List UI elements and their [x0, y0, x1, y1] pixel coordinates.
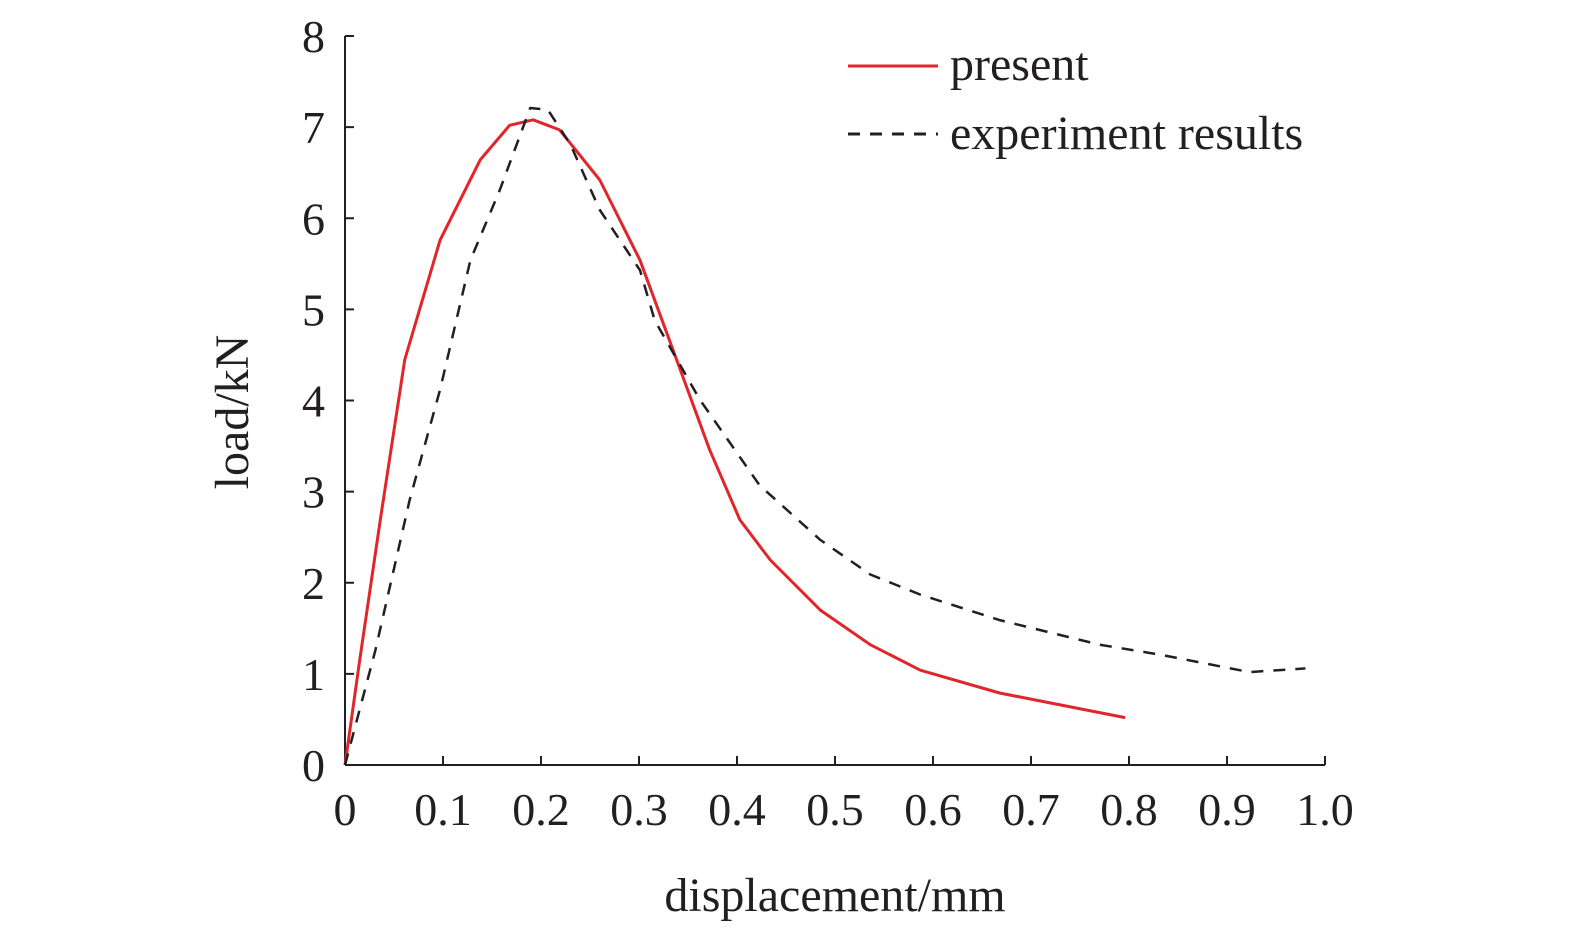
legend: present experiment results — [848, 38, 1303, 160]
series-line-present — [343, 118, 1126, 766]
y-axis-label: load/kN — [206, 335, 259, 490]
x-tick-label: 0 — [334, 784, 357, 835]
x-tick-label: 1.0 — [1296, 784, 1354, 835]
x-axis-label: displacement/mm — [664, 869, 1005, 922]
x-tick-label: 0.7 — [1002, 784, 1060, 835]
y-tick-label: 0 — [302, 740, 325, 791]
series-line-experiment-results — [343, 106, 1306, 766]
series-group — [343, 106, 1306, 766]
y-tick-label: 3 — [302, 467, 325, 518]
y-tick-label: 8 — [302, 11, 325, 62]
y-tick-label: 4 — [302, 376, 325, 427]
x-tick-label: 0.4 — [708, 784, 766, 835]
axes — [344, 35, 1326, 766]
x-tick-label: 0.3 — [610, 784, 668, 835]
y-tick-label: 1 — [302, 649, 325, 700]
x-tick-label: 0.6 — [904, 784, 962, 835]
y-tick-label: 2 — [302, 558, 325, 609]
y-tick-label: 6 — [302, 193, 325, 244]
x-tick-label: 0.5 — [806, 784, 864, 835]
x-tick-label: 0.8 — [1100, 784, 1158, 835]
x-tick-label: 0.1 — [414, 784, 472, 835]
x-tick-label: 0.2 — [512, 784, 570, 835]
y-tick-label: 5 — [302, 284, 325, 335]
x-tick-label: 0.9 — [1198, 784, 1256, 835]
legend-label-present: present — [950, 38, 1089, 91]
y-tick-labels: 0 1 2 3 4 5 6 7 8 — [302, 11, 325, 791]
x-tick-labels: 0 0.1 0.2 0.3 0.4 0.5 0.6 0.7 0.8 0.9 1.0 — [334, 784, 1354, 835]
y-tick-label: 7 — [302, 102, 325, 153]
legend-label-experiment: experiment results — [950, 107, 1303, 160]
